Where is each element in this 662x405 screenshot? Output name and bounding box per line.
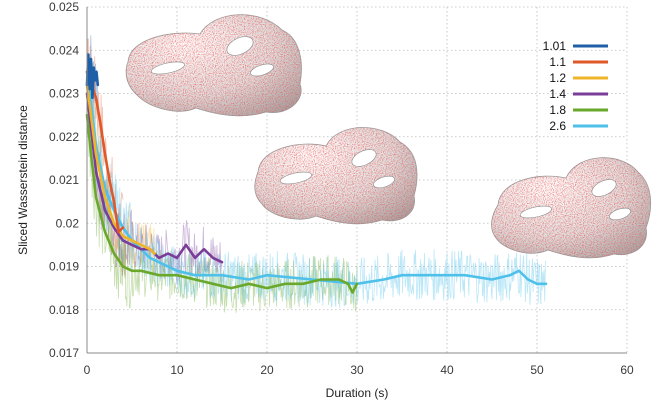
series-line bbox=[85, 70, 548, 286]
legend-label: 1.1 bbox=[549, 55, 566, 69]
y-tick-labels: 0.017 0.018 0.019 0.02 0.021 0.022 0.023 0.024 0… bbox=[49, 0, 79, 360]
y-tick-label: 0.021 bbox=[49, 173, 79, 187]
legend-label: 1.2 bbox=[549, 71, 566, 85]
x-tick-label: 0 bbox=[84, 363, 91, 377]
x-tick-label: 60 bbox=[620, 363, 634, 377]
y-tick-label: 0.018 bbox=[49, 303, 79, 317]
legend: 1.01 1.1 1.2 1.4 1.8 2.6 bbox=[543, 39, 608, 133]
legend-label: 1.8 bbox=[549, 103, 566, 117]
mesh-illustration-right bbox=[491, 157, 652, 259]
y-tick-label: 0.02 bbox=[56, 216, 80, 230]
y-tick-label: 0.025 bbox=[49, 0, 79, 14]
x-axis-title: Duration (s) bbox=[326, 386, 389, 400]
y-tick-label: 0.023 bbox=[49, 87, 79, 101]
x-tick-labels: 0 10 20 30 40 50 60 bbox=[84, 363, 634, 377]
x-tick-label: 30 bbox=[350, 363, 364, 377]
series-line bbox=[85, 113, 359, 294]
series-lines bbox=[85, 53, 548, 294]
legend-label: 1.4 bbox=[549, 87, 566, 101]
mesh-illustrations bbox=[125, 14, 652, 259]
y-tick-label: 0.022 bbox=[49, 130, 79, 144]
legend-label: 1.01 bbox=[543, 39, 567, 53]
noise-trace bbox=[86, 52, 547, 309]
x-tick-label: 10 bbox=[170, 363, 184, 377]
mesh-illustration-middle bbox=[254, 127, 418, 225]
y-tick-label: 0.024 bbox=[49, 43, 79, 57]
mesh-illustration-top bbox=[125, 14, 302, 117]
legend-label: 2.6 bbox=[549, 119, 566, 133]
x-tick-label: 50 bbox=[530, 363, 544, 377]
series-line bbox=[85, 83, 156, 255]
y-tick-label: 0.019 bbox=[49, 260, 79, 274]
series-line bbox=[85, 53, 100, 100]
y-axis-title: Sliced Wasserstein distance bbox=[16, 105, 30, 255]
x-tick-label: 40 bbox=[440, 363, 454, 377]
y-tick-label: 0.017 bbox=[49, 346, 79, 360]
x-tick-label: 20 bbox=[260, 363, 274, 377]
